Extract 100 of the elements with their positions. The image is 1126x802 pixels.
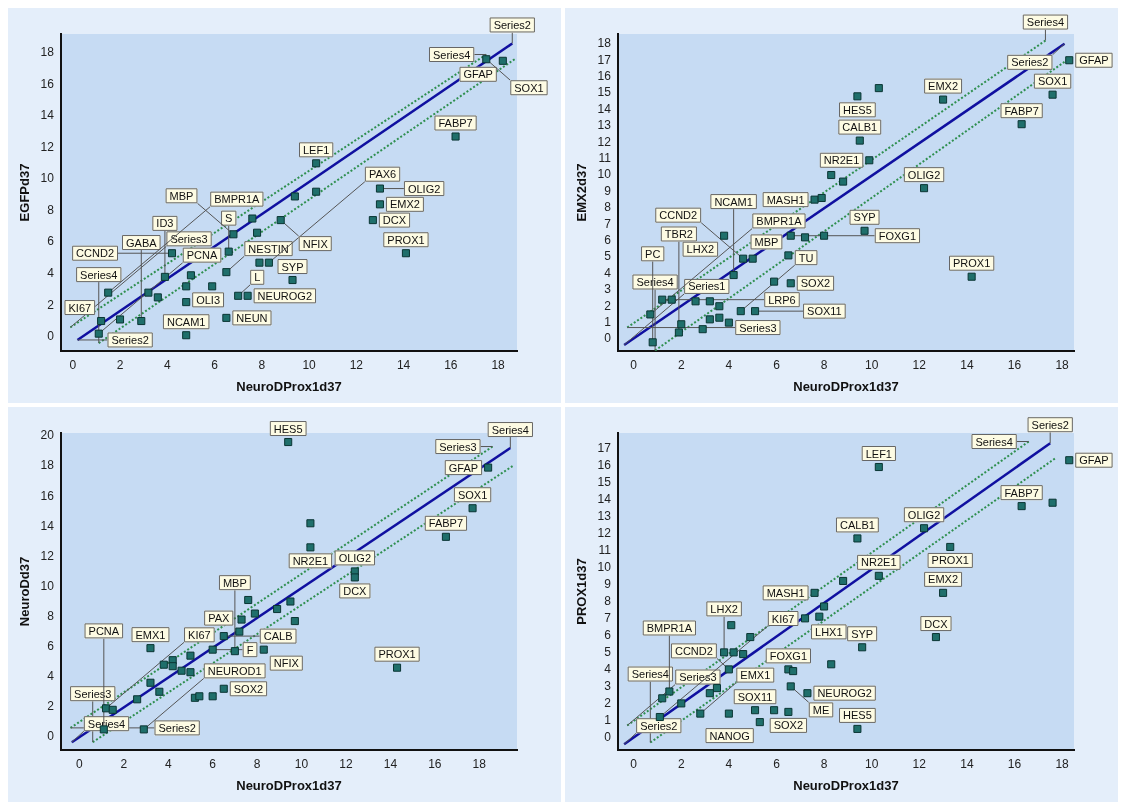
annotation: KI67	[771, 612, 795, 625]
y-tick-label: 0	[604, 331, 612, 346]
x-axis-title: NeuroDProx1d37	[236, 777, 342, 793]
x-tick-label: 10	[302, 357, 317, 372]
point	[674, 328, 683, 337]
y-tick-label: 6	[47, 638, 55, 653]
y-tick-label: 17	[597, 52, 612, 67]
y-tick-label: 0	[47, 729, 55, 744]
point	[229, 230, 238, 239]
x-tick-label: 12	[349, 357, 364, 372]
point	[167, 249, 177, 258]
annotation: MASH1	[766, 586, 805, 599]
x-tick-label: 4	[725, 756, 733, 771]
x-tick-label: 14	[383, 756, 398, 771]
annotation: EMX2	[928, 573, 959, 586]
point	[691, 297, 700, 306]
annotation: OLIG2	[407, 182, 441, 195]
annotation: Series4	[87, 717, 126, 730]
annotation: S	[225, 212, 233, 225]
y-tick-label: 16	[597, 457, 612, 472]
point	[858, 643, 867, 652]
annotation: Series4	[80, 268, 118, 281]
annotation: FABP7	[438, 117, 473, 130]
annotation: Series4	[631, 668, 669, 681]
point	[208, 282, 217, 291]
annotation: NFIX	[302, 237, 329, 250]
annotation: BMPR1A	[756, 214, 803, 227]
annotation: CALB	[263, 630, 293, 643]
y-tick-label: 15	[597, 85, 612, 100]
annotation: Series3	[170, 232, 208, 245]
point	[784, 707, 793, 716]
point	[855, 136, 864, 145]
x-tick-label: 8	[253, 756, 261, 771]
y-axis-title: EGFPd37	[17, 163, 33, 222]
x-tick-label: 6	[773, 756, 781, 771]
annotation: NEUROG2	[257, 289, 313, 302]
point	[827, 660, 836, 669]
annotation: KI67	[68, 301, 92, 314]
annotation: EMX2	[389, 198, 420, 211]
annotation: EMX1	[135, 628, 166, 641]
y-tick-label: 12	[597, 134, 612, 149]
annotation: Series1	[688, 280, 726, 293]
point	[153, 293, 162, 302]
point	[482, 55, 491, 64]
annotation: CCND2	[674, 644, 713, 657]
x-axis-title: NeuroDProx1d37	[793, 378, 899, 394]
annotation: SOX2	[773, 719, 804, 732]
y-tick-label: 12	[40, 139, 55, 154]
point	[230, 647, 239, 656]
y-tick-label: 18	[40, 458, 55, 473]
annotation: NEUROD1	[207, 664, 262, 677]
point	[168, 662, 177, 671]
annotation: OLIG2	[907, 168, 941, 181]
x-tick-label: 2	[120, 756, 128, 771]
annotation: TU	[798, 251, 814, 264]
x-tick-label: 6	[211, 357, 219, 372]
annotation: Series3	[739, 321, 777, 334]
y-tick-label: 3	[604, 678, 612, 693]
point	[182, 298, 191, 307]
y-tick-label: 2	[604, 695, 612, 710]
x-tick-label: 8	[258, 357, 266, 372]
y-tick-label: 3	[604, 282, 612, 297]
annotation: KI67	[188, 628, 211, 641]
point	[108, 705, 117, 714]
annotation: Series3	[74, 687, 112, 700]
annotation: PAX	[208, 612, 230, 625]
point	[801, 614, 810, 623]
point	[1065, 456, 1074, 465]
x-tick-label: 16	[1007, 357, 1022, 372]
y-tick-label: 14	[597, 101, 612, 116]
annotation: DCX	[924, 617, 949, 630]
annotation: Series3	[679, 671, 717, 684]
point	[115, 315, 125, 324]
point	[195, 692, 204, 701]
point	[920, 524, 929, 533]
y-tick-label: 0	[47, 329, 55, 344]
y-tick-label: 2	[47, 699, 55, 714]
x-tick-label: 14	[960, 357, 974, 372]
annotation: FABP7	[428, 517, 464, 530]
annotation: NR2E1	[823, 154, 860, 167]
annotation: NCAM1	[714, 195, 753, 208]
point	[739, 254, 748, 263]
point	[306, 519, 315, 528]
annotation: EMX1	[740, 669, 771, 682]
annotation: BMPR1A	[214, 193, 261, 206]
annotation: GFAP	[448, 461, 479, 474]
annotation: Series2	[493, 18, 531, 31]
point	[820, 231, 829, 240]
annotation: GABA	[126, 236, 158, 249]
point	[931, 633, 940, 642]
point	[248, 214, 257, 223]
x-tick-label: 8	[820, 756, 828, 771]
annotation: NEUROG2	[817, 687, 872, 700]
annotation: EMX2	[928, 80, 959, 93]
annotation: CALB1	[842, 121, 878, 134]
annotation: NR2E1	[292, 554, 329, 567]
y-tick-label: 1	[604, 314, 612, 329]
point	[724, 709, 733, 718]
point	[751, 706, 760, 715]
annotation: FABP7	[1004, 486, 1039, 499]
